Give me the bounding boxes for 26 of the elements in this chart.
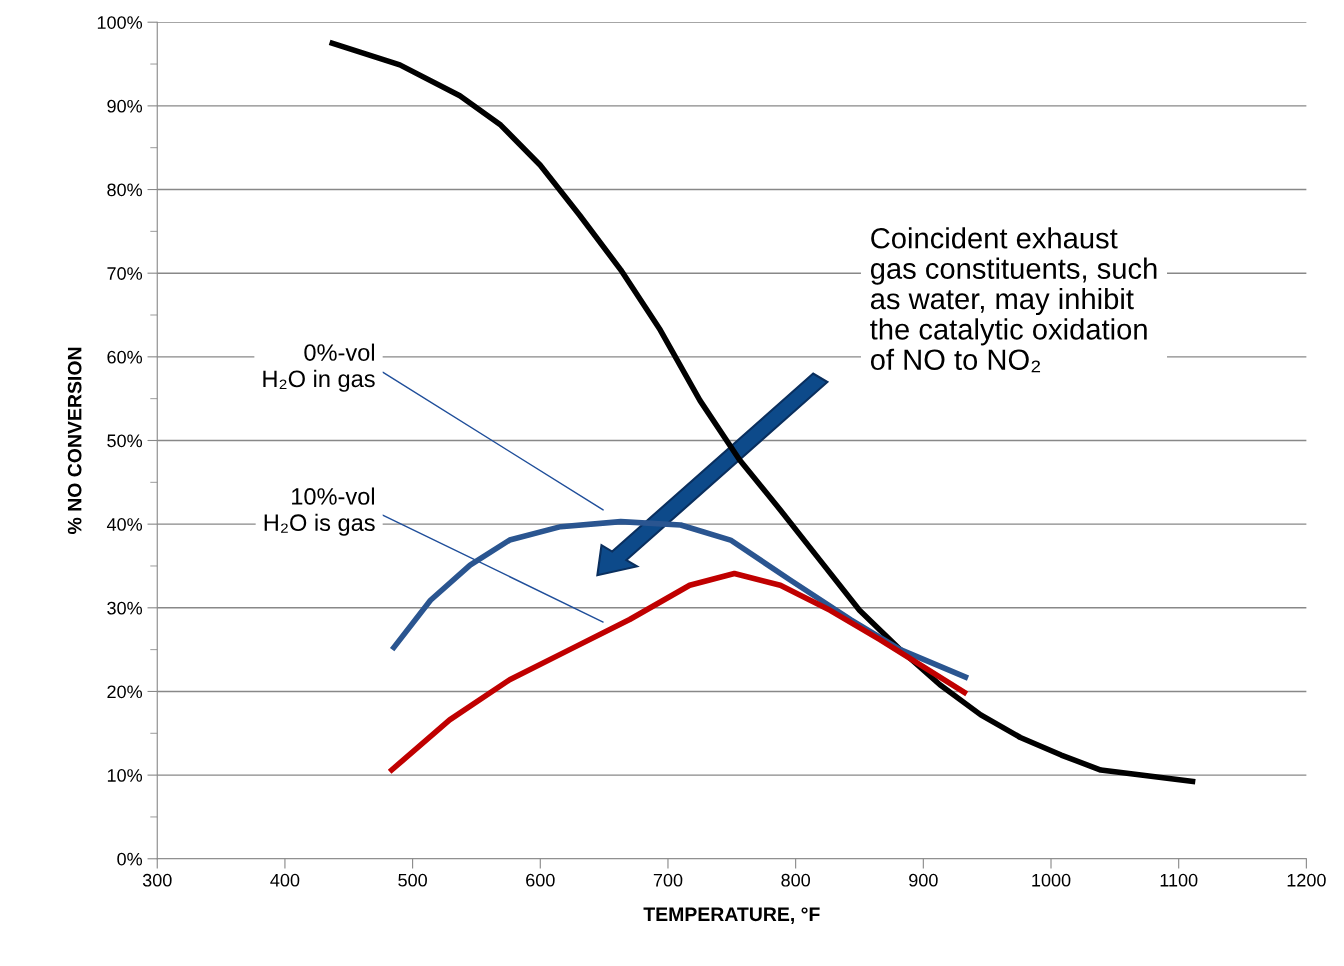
- x-tick-label: 1200: [1287, 873, 1326, 887]
- x-tick-label: 500: [398, 873, 427, 887]
- annotation: 10%-vol H₂O is gas: [264, 487, 375, 536]
- x-tick-label: 800: [781, 873, 811, 887]
- y-tick-label: 90%: [107, 99, 143, 113]
- x-tick-label: 600: [526, 873, 555, 887]
- y-tick-label: 40%: [106, 518, 143, 531]
- x-tick-label: 1000: [1032, 873, 1071, 887]
- y-tick-label: 30%: [107, 601, 143, 615]
- x-tick-label: 300: [142, 873, 172, 887]
- x-tick-label: 1100: [1160, 873, 1198, 887]
- y-tick-label: 20%: [107, 685, 143, 699]
- x-tick-label: 900: [909, 873, 938, 887]
- x-axis-title: TEMPERATURE, °F: [643, 907, 820, 924]
- x-tick-label: 700: [653, 873, 683, 887]
- y-tick-label: 80%: [107, 183, 143, 197]
- y-tick-label: 10%: [107, 769, 143, 782]
- x-tick-label: 400: [270, 873, 300, 887]
- y-axis-title: % NO CONVERSION: [67, 347, 82, 535]
- annotation: 0%-vol H₂O in gas: [263, 343, 375, 392]
- annotation: Coincident exhaust gas constituents, such as water, may inhibit the catalytic oxidation of NO to NO₂: [870, 227, 1157, 373]
- y-tick-label: 60%: [107, 350, 143, 364]
- y-tick-label: 100%: [97, 16, 143, 29]
- y-tick-label: 70%: [107, 267, 143, 280]
- y-tick-label: 0%: [117, 852, 143, 866]
- y-tick-label: 50%: [107, 434, 143, 448]
